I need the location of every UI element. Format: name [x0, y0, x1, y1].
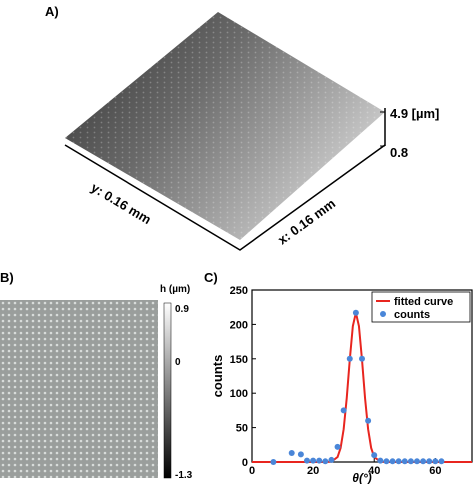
data-point	[297, 451, 304, 458]
data-point	[310, 457, 317, 464]
data-point	[334, 443, 341, 450]
data-point	[383, 458, 390, 465]
data-point	[340, 407, 347, 414]
y-tick-label: 200	[230, 319, 248, 331]
legend-swatch	[380, 311, 386, 317]
x-tick-label: 40	[368, 465, 380, 477]
data-point	[304, 457, 310, 464]
data-point	[270, 459, 277, 465]
y-tick-label: 250	[230, 285, 248, 297]
data-point	[426, 458, 433, 465]
fitted-curve	[252, 312, 472, 463]
data-point	[432, 458, 439, 465]
legend-box	[371, 291, 471, 323]
y-tick-label: 100	[230, 388, 248, 400]
data-point	[401, 458, 408, 465]
z-max-label: 4.9 [µm]	[390, 106, 439, 121]
y-tick-label: 150	[230, 354, 248, 366]
colorbar-tick: 0	[175, 357, 181, 368]
data-point	[438, 458, 445, 465]
colorbar-tick: 0.9	[175, 304, 189, 315]
x-tick-label: 0	[249, 465, 255, 477]
y-axis-label: y: 0.16 mm	[88, 180, 153, 227]
x-axis-label: θ(°)	[352, 471, 371, 484]
data-point	[371, 452, 378, 459]
y-axis-label: counts	[210, 355, 225, 398]
panel-label: A)	[45, 4, 59, 19]
x-tick-label: 60	[429, 465, 441, 477]
plot-c: 0 50 100 150 200 250 0 20 40 60 counts θ(°) fitted c…	[210, 285, 473, 485]
data-point	[377, 457, 384, 464]
y-tick-label: 0	[242, 457, 248, 469]
data-point	[346, 355, 353, 362]
y-tick-label: 50	[236, 423, 248, 435]
data-point	[328, 456, 335, 463]
data-point	[407, 458, 414, 465]
panel-label: C)	[204, 270, 218, 285]
x-axis-label: x: 0.16 mm	[275, 196, 338, 248]
data-point	[365, 417, 372, 424]
colorbar	[163, 302, 172, 479]
legend-label: fitted curve	[394, 296, 453, 308]
colorbar-title: h (µm)	[160, 284, 190, 295]
height-map	[0, 300, 158, 478]
data-point	[359, 355, 365, 362]
data-point	[322, 458, 329, 465]
data-point	[414, 458, 420, 465]
x-tick-label: 20	[307, 465, 319, 477]
plot-frame	[251, 289, 473, 463]
data-point	[288, 450, 295, 457]
data-point	[316, 457, 323, 464]
data-point	[389, 458, 396, 465]
base-axes	[64, 144, 386, 251]
legend-label: counts	[394, 309, 430, 321]
panel-label: B)	[0, 270, 14, 285]
data-point	[352, 309, 359, 316]
colorbar-tick: -1.3	[175, 470, 193, 481]
data-point	[395, 458, 402, 465]
surface-texture	[65, 12, 385, 240]
data-point	[420, 458, 427, 465]
z-min-label: 0.8	[390, 145, 408, 160]
